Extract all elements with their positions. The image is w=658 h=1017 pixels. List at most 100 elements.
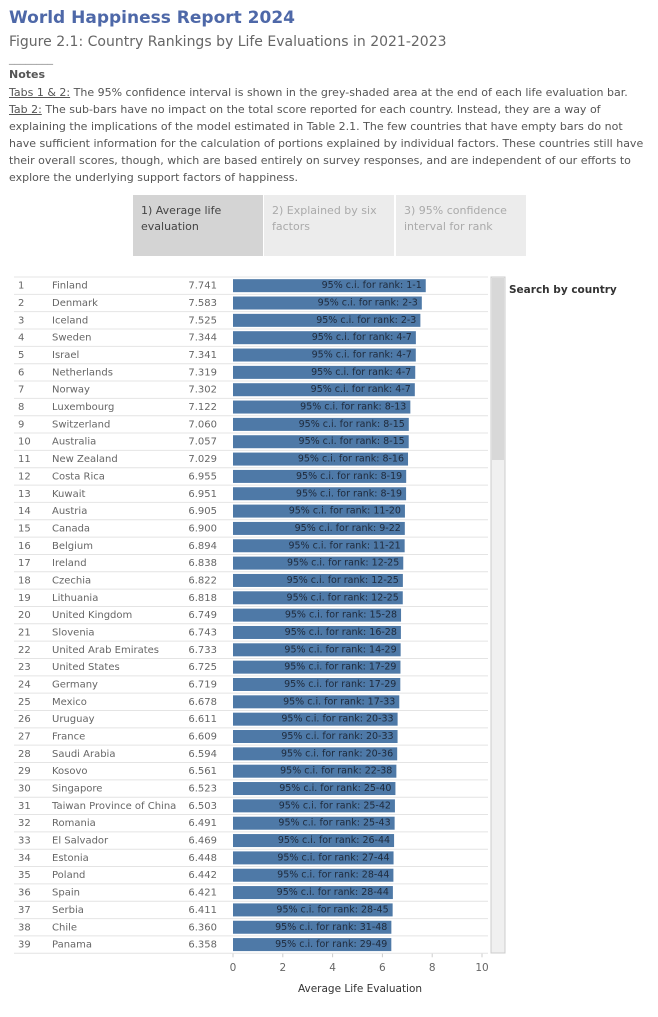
bar — [233, 660, 401, 674]
value-label: 6.719 — [188, 679, 217, 690]
ci-annotation: 95% c.i. for rank: 25-43 — [278, 818, 390, 829]
rank: 3 — [18, 315, 24, 326]
ci-annotation: 95% c.i. for rank: 12-25 — [287, 592, 399, 603]
value-label: 6.411 — [188, 905, 217, 916]
bar — [233, 296, 422, 310]
x-tick-label: 8 — [429, 962, 436, 974]
bar — [233, 764, 397, 778]
ci-annotation: 95% c.i. for rank: 1-1 — [322, 280, 422, 291]
country: United Arab Emirates — [52, 645, 159, 656]
ci-annotation: 95% c.i. for rank: 27-44 — [277, 852, 389, 863]
bar — [233, 383, 415, 397]
country: Mexico — [52, 697, 87, 708]
country: Spain — [52, 888, 80, 899]
bar — [233, 435, 409, 449]
bar — [233, 487, 407, 501]
ci-annotation: 95% c.i. for rank: 8-15 — [299, 419, 405, 430]
bar — [233, 903, 393, 917]
value-label: 6.442 — [188, 870, 217, 881]
bar — [233, 556, 404, 570]
bar — [233, 279, 426, 293]
value-label: 7.341 — [188, 350, 217, 361]
value-label: 6.448 — [188, 853, 217, 864]
rank: 29 — [18, 766, 31, 777]
rank: 21 — [18, 627, 31, 638]
country: Kuwait — [52, 489, 85, 500]
value-label: 6.749 — [188, 610, 217, 621]
value-label: 6.594 — [188, 749, 217, 760]
scrollbar-thumb[interactable] — [492, 278, 504, 460]
value-label: 6.523 — [188, 784, 217, 795]
rank: 30 — [18, 784, 31, 795]
tab[interactable]: 2) Explained by six factors — [264, 195, 394, 256]
bar — [233, 469, 407, 483]
country: United States — [52, 662, 120, 673]
rank: 33 — [18, 836, 31, 847]
bar — [233, 730, 398, 744]
country: New Zealand — [52, 454, 118, 465]
value-label: 6.561 — [188, 766, 217, 777]
rank: 1 — [18, 281, 24, 292]
country: Canada — [52, 523, 90, 534]
bar — [233, 591, 403, 605]
rank: 24 — [18, 679, 31, 690]
value-label: 7.302 — [188, 385, 217, 396]
bar — [233, 348, 416, 362]
x-tick-label: 4 — [329, 962, 336, 974]
ci-annotation: 95% c.i. for rank: 20-33 — [281, 714, 393, 725]
rank: 6 — [18, 367, 24, 378]
ci-annotation: 95% c.i. for rank: 4-7 — [312, 332, 412, 343]
country: Serbia — [52, 905, 84, 916]
value-label: 6.611 — [188, 714, 217, 725]
country: Australia — [52, 437, 96, 448]
bar — [233, 539, 405, 553]
tab[interactable]: 3) 95% confidence interval for rank — [396, 195, 526, 256]
rank: 35 — [18, 870, 31, 881]
bar — [233, 573, 403, 587]
subtitle: Figure 2.1: Country Rankings by Life Eva… — [9, 34, 447, 50]
notes-title: Notes — [9, 68, 46, 81]
country: Chile — [52, 922, 77, 933]
country: Norway — [52, 385, 90, 396]
bar — [233, 625, 401, 639]
ci-annotation: 95% c.i. for rank: 8-16 — [298, 454, 404, 465]
value-label: 7.122 — [188, 402, 217, 413]
rank: 10 — [18, 437, 31, 448]
rank: 39 — [18, 940, 31, 951]
country: Luxembourg — [52, 402, 114, 413]
rule: ________ — [9, 52, 53, 65]
notes: Tabs 1 & 2: The 95% confidence interval … — [9, 84, 653, 186]
country: Iceland — [52, 315, 88, 326]
value-label: 6.503 — [188, 801, 217, 812]
bar — [233, 938, 392, 952]
rank: 14 — [18, 506, 31, 517]
chart: Search by country Average Life Evaluatio… — [14, 276, 617, 995]
ci-annotation: 95% c.i. for rank: 28-44 — [277, 870, 389, 881]
country: Israel — [52, 350, 79, 361]
note: Tabs 1 & 2: The 95% confidence interval … — [9, 84, 653, 101]
value-label: 7.525 — [188, 315, 217, 326]
ci-annotation: 95% c.i. for rank: 8-15 — [299, 436, 405, 447]
bar — [233, 868, 394, 882]
search-label[interactable]: Search by country — [509, 284, 617, 296]
rank: 25 — [18, 697, 31, 708]
value-label: 7.741 — [188, 281, 217, 292]
rank: 31 — [18, 801, 31, 812]
bar — [233, 504, 405, 518]
rank: 37 — [18, 905, 31, 916]
ci-annotation: 95% c.i. for rank: 4-7 — [311, 367, 411, 378]
country: Romania — [52, 818, 96, 829]
country: Ireland — [52, 558, 87, 569]
bar — [233, 712, 398, 726]
country: Kosovo — [52, 766, 88, 777]
x-tick-label: 10 — [475, 962, 488, 974]
note-label: Tab 2: — [9, 103, 42, 116]
ci-annotation: 95% c.i. for rank: 28-45 — [276, 904, 388, 915]
value-label: 6.358 — [188, 940, 217, 951]
bar — [233, 834, 395, 848]
note: Tab 2: The sub-bars have no impact on th… — [9, 101, 653, 186]
rank: 4 — [18, 333, 24, 344]
tab[interactable]: 1) Average life evaluation — [133, 195, 263, 256]
x-tick-label: 6 — [379, 962, 386, 974]
country: El Salvador — [52, 836, 109, 847]
